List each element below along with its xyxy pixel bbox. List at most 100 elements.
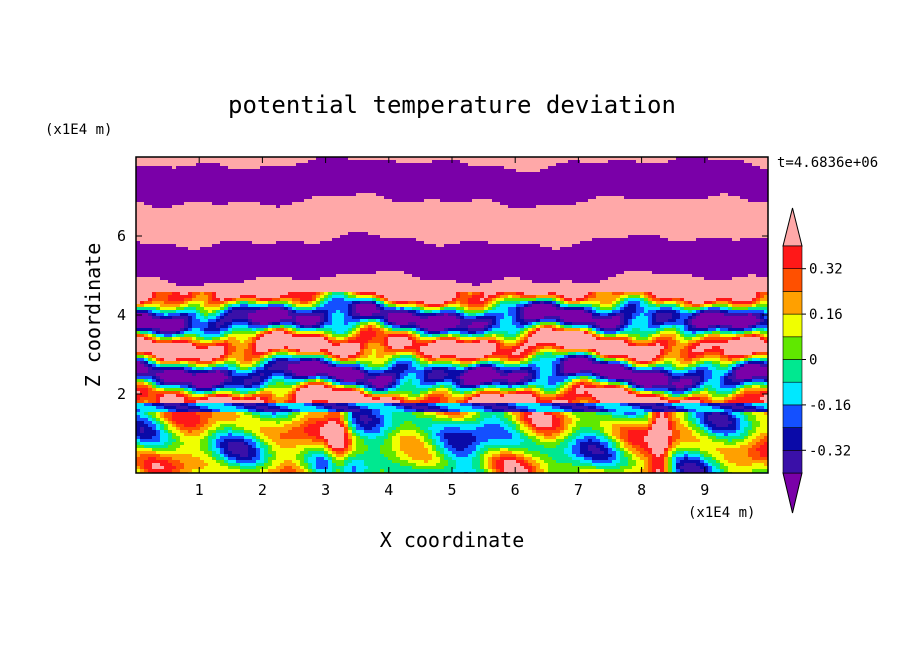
contour-cell [660,235,768,239]
contour-cell [340,379,345,383]
contour-cell [180,439,201,443]
contour-cell [528,436,537,440]
contour-cell [200,397,209,401]
contour-cell [280,421,293,425]
contour-cell [448,463,457,467]
contour-cell [696,418,701,422]
contour-cell [316,328,333,332]
contour-cell [756,409,768,413]
contour-cell [272,364,289,368]
contour-cell [272,454,277,458]
contour-cell [652,385,677,389]
contour-cell [216,325,221,329]
contour-cell [216,292,289,296]
contour-cell [656,331,661,335]
contour-cell [564,319,621,323]
contour-cell [644,292,649,296]
contour-cell [496,298,505,302]
contour-cell [168,445,181,449]
contour-cell [416,238,593,242]
contour-cell [360,424,377,428]
contour-cell [292,310,297,314]
contour-cell [504,277,521,281]
contour-cell [700,307,705,311]
contour-cell [260,307,269,311]
contour-cell [496,364,505,368]
contour-cell [288,328,293,332]
contour-cell [432,454,437,458]
contour-cell [568,379,573,383]
contour-cell [568,385,573,389]
contour-cell [436,313,445,317]
contour-cell [624,316,633,320]
contour-cell [484,406,493,410]
contour-cell [416,349,421,353]
contour-cell [376,271,405,275]
contour-cell [268,448,273,452]
contour-cell [300,301,309,305]
contour-cell [496,349,517,353]
contour-cell [180,436,205,440]
contour-cell [184,433,201,437]
contour-cell [292,307,297,311]
contour-cell [624,313,633,317]
contour-cell [268,322,273,326]
contour-cell [744,334,753,338]
contour-cell [136,451,157,455]
contour-cell [252,445,257,449]
contour-cell [332,313,345,317]
contour-cell [600,352,661,356]
contour-cell [460,295,473,299]
contour-cell [740,196,768,200]
contour-cell [696,463,705,467]
contour-cell [632,451,641,455]
contour-cell [396,364,409,368]
contour-cell [164,394,177,398]
contour-cell [256,346,285,350]
contour-cell [480,448,489,452]
contour-cell [384,433,389,437]
contour-cell [608,379,617,383]
contour-cell [612,442,617,446]
contour-cell [320,349,329,353]
contour-cell [648,415,653,419]
contour-cell [612,415,629,419]
contour-cell [304,379,309,383]
contour-cell [632,316,637,320]
contour-cell [224,385,245,389]
contour-cell [384,307,397,311]
contour-cell [336,355,341,359]
contour-cell [536,364,553,368]
contour-cell [416,424,433,428]
contour-cell [192,367,197,371]
contour-cell [516,307,521,311]
contour-cell [232,298,237,302]
contour-cell [620,436,629,440]
contour-cell [508,205,537,209]
contour-cell [508,412,513,416]
contour-cell [264,454,273,458]
contour-cell [320,298,325,302]
contour-cell [348,445,353,449]
contour-cell [556,358,561,362]
contour-cell [344,331,349,335]
contour-cell [264,442,269,446]
contour-cell [472,451,477,455]
contour-cell [732,397,737,401]
contour-cell [720,463,725,467]
contour-cell [412,328,417,332]
contour-cell [528,433,537,437]
contour-cell [688,352,705,356]
contour-cell [640,445,649,449]
contour-cell [536,427,557,431]
contour-cell [268,457,277,461]
contour-cell [676,343,689,347]
contour-cell [444,394,453,398]
contour-cell [584,331,589,335]
contour-cell [596,337,601,341]
contour-cell [304,448,325,452]
contour-cell [228,325,233,329]
contour-cell [136,205,153,209]
contour-cell [452,418,465,422]
contour-cell [268,400,277,404]
